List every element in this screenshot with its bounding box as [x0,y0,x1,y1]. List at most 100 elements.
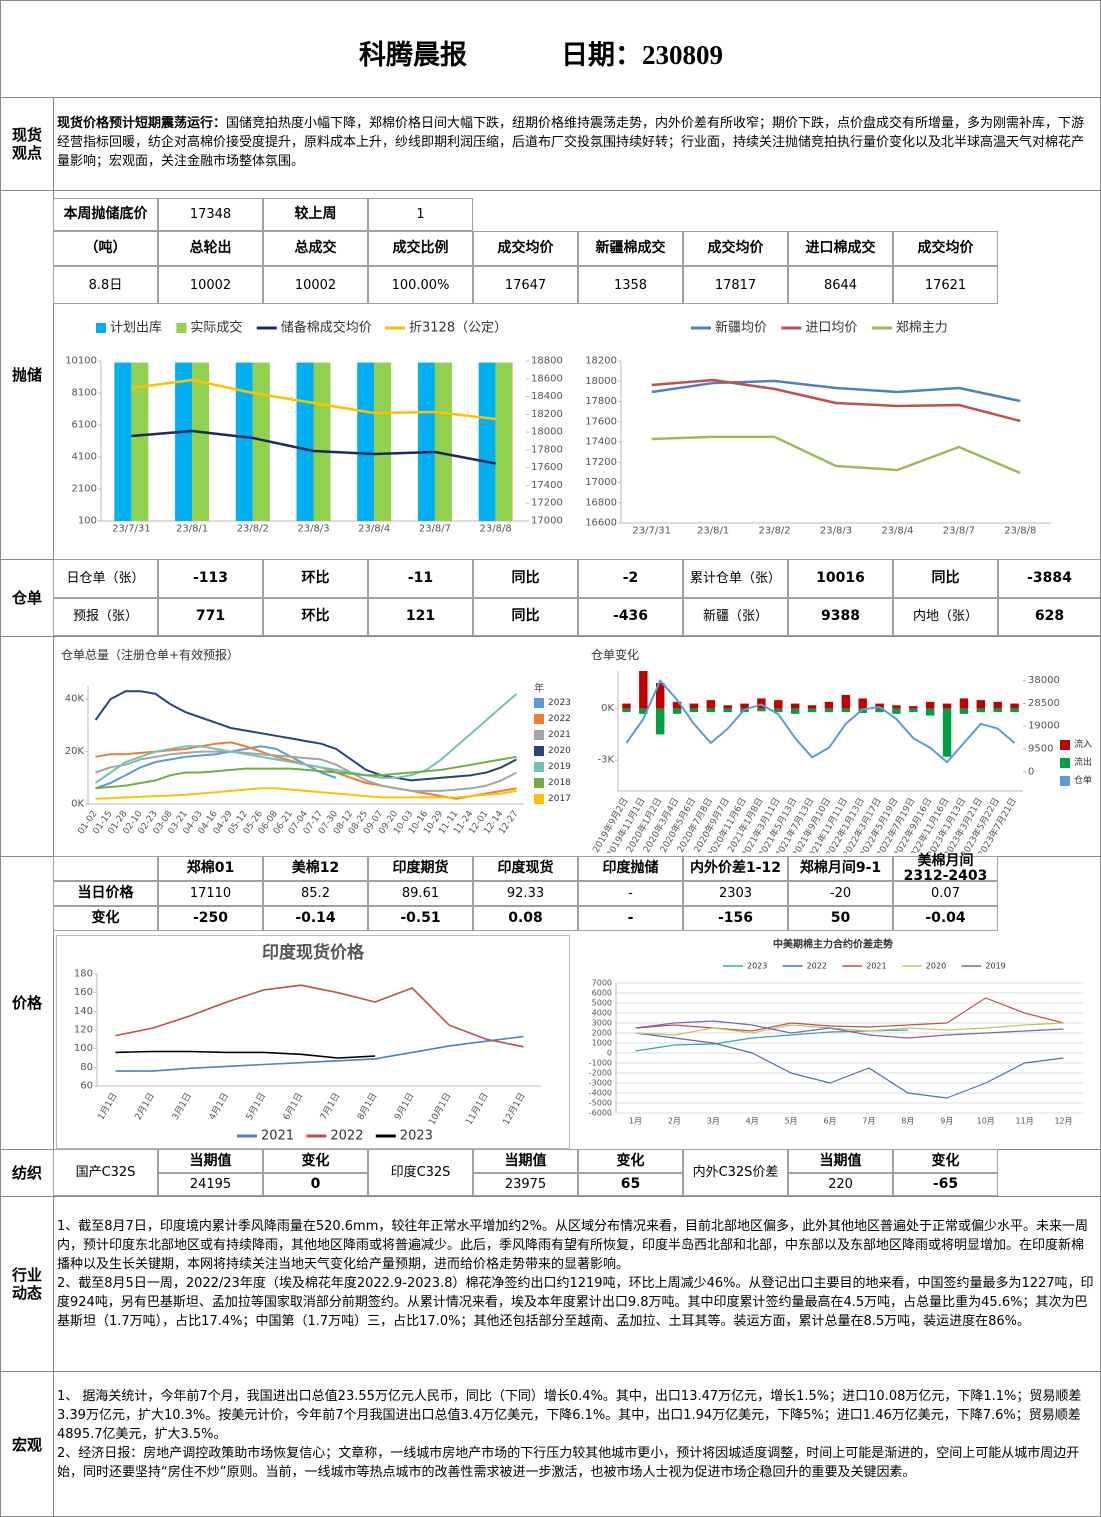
x-tick-label: 6月1日 [281,1091,305,1122]
x-tick-label: 5月1日 [244,1091,268,1122]
bar [1010,708,1019,713]
section-label: 价格 [12,993,43,1012]
y2-tick-label: 18200 [531,409,563,420]
bar [807,708,817,713]
y-tick-label: 17400 [585,437,617,448]
section-label: 抛储 [12,365,43,384]
y-tick-label: 0K [71,799,84,810]
legend-swatch [534,746,544,756]
table-cell: 10002 [158,266,263,304]
y-tick-label: 16800 [585,497,617,508]
line [635,1032,1064,1099]
chart: 仓单变化-3K0K095001900028500380002019年9月2日20… [590,647,1092,853]
section-label: 纺织 [12,1163,43,1182]
y-tick-label: 0 [607,1049,612,1058]
table-cell: 印度现货 [473,856,578,881]
x-tick-label: 9月1日 [392,1091,416,1122]
table-cell: 92.33 [473,881,578,906]
x-tick-label: 23/8/1 [697,526,729,537]
bar [942,708,952,757]
section-label: 现货观点 [12,125,43,162]
spot-text: 国储竞拍热度小幅下降，郑棉价格日间大幅下跌，纽期价格维持震荡走势，内外价差有所收… [57,116,1085,169]
y-tick-label: 6000 [592,989,612,998]
y2-tick-label: 18400 [531,391,563,402]
y2-tick-label: 17600 [531,462,563,473]
y-tick-label: -4000 [589,1089,612,1098]
bar [495,362,513,521]
x-tick-label: 1月1日 [96,1091,120,1122]
bar [622,708,631,713]
y-tick-label: -3000 [589,1079,612,1088]
report-date: 日期：230809 [561,40,723,70]
table-cell: 17110 [158,881,263,906]
y-tick-label: 7000 [592,979,612,988]
paragraph: 2、经济日报：房地产调控政策助市场恢复信心；文章称，一线城市房地产市场的下行压力… [57,1446,1080,1480]
table-cell: -2 [578,559,683,598]
table-cell: 100.00% [368,266,473,304]
x-tick-label: 23/8/8 [1004,526,1036,537]
legend-swatch [534,730,544,740]
bar [959,698,969,709]
y-tick-label: 0K [601,703,614,714]
y-tick-label: 80 [80,1062,93,1073]
industry-news: 1、截至8月7日，印度境内累计季风降雨量在520.6mm，较往年正常水平增加约2… [57,1217,1095,1331]
table-cell: 当期值 [473,1149,578,1173]
x-tick-label: 8月1日 [355,1091,379,1122]
legend-label: 2023 [400,1129,433,1144]
table-cell: -0.51 [368,906,473,931]
table-cell: 环比 [263,597,368,636]
y-tick-label: -2000 [589,1069,612,1078]
table-cell: 8.8日 [53,266,158,304]
legend-label: 2023 [747,962,767,971]
y-tick-label: 60 [80,1081,93,1092]
table-cell: 17647 [473,266,578,304]
line [95,787,517,800]
table-cell: 9388 [788,597,893,636]
x-tick-label: 23/8/7 [943,526,975,537]
legend-label: 实际成交 [190,320,242,336]
chart: 印度现货价格 60 80 100 120 140 160 180 1月1日 2月1日 3月1日 4月1… [56,935,570,1149]
section-label: 仓单 [12,588,43,607]
bar [313,362,331,521]
legend-swatch [534,714,544,724]
table-cell: 同比 [473,559,578,598]
x-tick-label: 10月 [977,1117,995,1126]
table-cell: 17348 [158,198,263,231]
y-tick-label: 140 [74,1006,93,1017]
header: 科腾晨报 日期：230809 [1,1,1100,97]
y-tick-label: 17800 [585,396,617,407]
x-tick-label: 23/7/31 [632,526,671,537]
bar [892,708,901,714]
y2-tick-label: 17800 [531,444,563,455]
legend-label: 2022 [807,962,827,971]
bar [774,700,783,709]
bar [296,362,314,521]
bar [909,708,918,713]
y2-tick-label: 19000 [1028,721,1060,732]
x-tick-label: 6月 [823,1117,836,1126]
y-tick-label: 100 [74,1043,93,1054]
legend-swatch [1060,740,1070,750]
y-tick-label: 2100 [72,484,97,495]
bar [807,705,817,709]
legend-label: 2022 [548,714,571,724]
x-tick-label: 10月1日 [427,1091,454,1127]
line [651,379,1021,403]
x-tick-label: 2月 [668,1117,681,1126]
x-tick-label: 7月 [862,1117,875,1126]
chart: 16600 16800 17000 17200 17400 17600 17800 18000… [585,320,1051,537]
y2-tick-label: 18800 [531,356,563,367]
table-cell: 成交比例 [368,231,473,266]
bar [655,708,665,735]
table-cell: 220 [788,1173,893,1196]
bar [774,708,783,713]
bar [790,703,800,709]
x-tick-label: 23/8/7 [419,524,451,535]
y-tick-label: 17000 [585,477,617,488]
legend-swatch [96,323,106,333]
bar [841,695,851,709]
x-tick-label: 23/8/8 [480,524,512,535]
legend-label: 折3128（公定） [409,321,507,336]
line [95,755,517,790]
